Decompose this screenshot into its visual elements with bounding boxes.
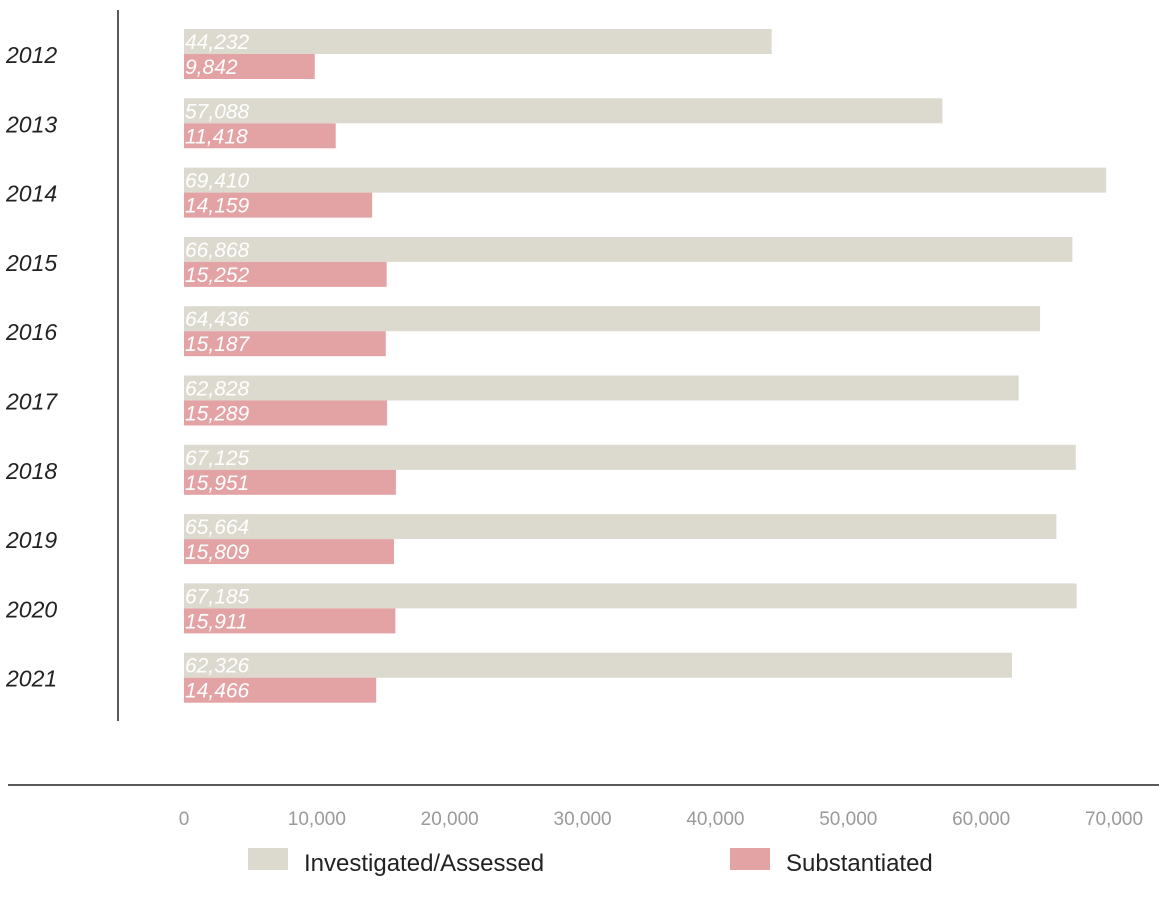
investigated-bar [184, 29, 772, 54]
substantiated-value-label: 9,842 [185, 56, 238, 79]
substantiated-value-label: 15,809 [185, 541, 250, 564]
x-tick-label: 30,000 [554, 809, 612, 830]
x-tick-label: 0 [179, 809, 190, 830]
year-label: 2017 [5, 389, 58, 415]
investigated-bar [184, 167, 1107, 193]
investigated-value-label: 64,436 [185, 308, 250, 331]
year-label: 2013 [5, 111, 57, 137]
investigated-value-label: 67,185 [185, 585, 250, 608]
substantiated-bar [184, 192, 373, 218]
substantiated-bar [184, 331, 386, 357]
investigated-value-label: 66,868 [185, 239, 250, 262]
investigated-bar [184, 583, 1077, 609]
investigated-value-label: 62,326 [185, 655, 250, 678]
substantiated-value-label: 15,187 [185, 333, 251, 356]
investigated-bar [184, 306, 1041, 332]
year-label: 2015 [5, 250, 57, 276]
year-label: 2014 [5, 181, 57, 207]
substantiated-bar [184, 400, 388, 426]
x-tick-label: 60,000 [952, 809, 1010, 830]
investigated-bar [184, 236, 1073, 262]
substantiated-value-label: 14,159 [185, 195, 250, 218]
legend-label-investigated: Investigated/Assessed [304, 850, 545, 877]
substantiated-bar [184, 539, 395, 565]
substantiated-value-label: 14,466 [185, 680, 250, 703]
investigated-value-label: 69,410 [185, 170, 250, 193]
substantiated-value-label: 15,951 [185, 472, 249, 495]
year-label: 2018 [5, 458, 57, 484]
legend-item-substantiated: Substantiated [730, 838, 933, 878]
x-tick-label: 10,000 [288, 809, 346, 830]
investigated-bar [184, 514, 1057, 540]
year-label: 2012 [5, 42, 57, 68]
legend-swatch-substantiated [730, 848, 770, 870]
investigated-value-label: 65,664 [185, 516, 249, 539]
investigated-value-label: 44,232 [185, 31, 250, 54]
substantiated-bar [184, 677, 377, 703]
year-label: 2019 [5, 527, 57, 553]
investigated-value-label: 67,125 [185, 447, 250, 470]
investigated-bar [184, 98, 943, 124]
substantiated-bar [184, 123, 336, 149]
substantiated-bar [184, 469, 396, 495]
substantiated-value-label: 15,289 [185, 403, 250, 426]
investigated-bar [184, 652, 1013, 678]
legend-item-investigated: Investigated/Assessed [248, 838, 544, 878]
investigated-value-label: 57,088 [185, 100, 250, 123]
legend-label-substantiated: Substantiated [786, 850, 933, 877]
investigated-value-label: 62,828 [185, 378, 250, 401]
x-tick-label: 50,000 [819, 809, 877, 830]
year-label: 2021 [5, 666, 57, 692]
year-label: 2020 [5, 596, 57, 622]
substantiated-bar [184, 54, 315, 79]
year-label: 2016 [5, 319, 57, 345]
x-tick-label: 20,000 [421, 809, 479, 830]
investigated-bar [184, 444, 1076, 470]
substantiated-bar [184, 261, 387, 287]
x-ticks-group: 0 10,000 20,000 30,000 40,000 50,000 60,000 70,… [179, 809, 1143, 830]
substantiated-value-label: 15,911 [185, 610, 248, 633]
x-tick-label: 40,000 [686, 809, 744, 830]
substantiated-value-label: 11,418 [185, 125, 248, 148]
investigated-bar [184, 375, 1019, 401]
substantiated-bar [184, 608, 396, 634]
legend: Investigated/Assessed Substantiated [0, 838, 1159, 898]
x-tick-label: 70,000 [1085, 809, 1143, 830]
legend-swatch-investigated [248, 848, 288, 870]
substantiated-value-label: 15,252 [185, 264, 250, 287]
